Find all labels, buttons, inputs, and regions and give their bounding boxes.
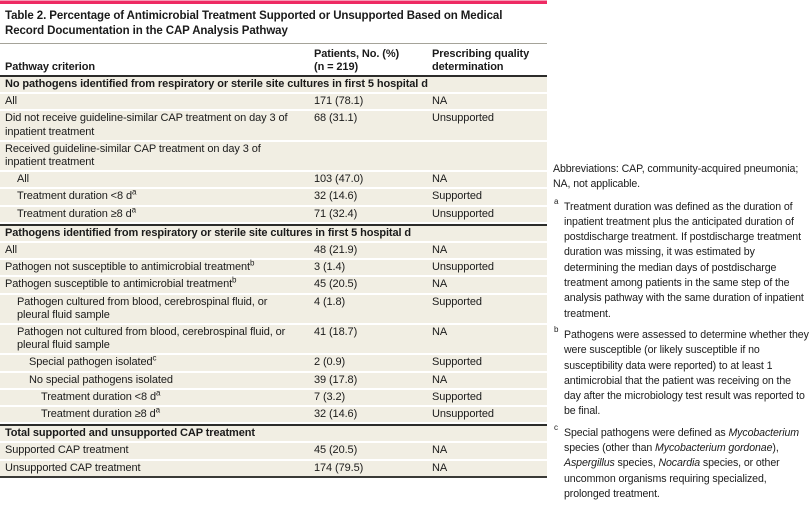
footnote-a: a Treatment duration was defined as the d… <box>554 196 804 320</box>
table-row: Unsupported CAP treatment 174 (79.5) NA <box>0 460 547 476</box>
table-row: Did not receive guideline-similar CAP tr… <box>0 111 547 142</box>
row-label: No special pathogens isolated <box>29 373 173 386</box>
row-label: Treatment duration <8 da <box>41 388 161 403</box>
row-label: Pathogen susceptible to antimicrobial tr… <box>5 275 237 291</box>
row-label: Special pathogen isolatedc <box>29 353 157 369</box>
table-row: Treatment duration ≥8 da 71 (32.4) Unsuppo… <box>0 204 547 224</box>
row-label: All <box>5 95 17 108</box>
abbreviations-note: Abbreviations: CAP, community-acquired p… <box>553 163 799 191</box>
footnotes-panel: Abbreviations: CAP, community-acquired p… <box>553 162 810 508</box>
table-row: All 48 (21.9) NA <box>0 243 547 261</box>
row-label: Treatment duration ≥8 da <box>17 204 137 220</box>
row-label: Treatment duration ≥8 da <box>41 405 161 421</box>
column-header-quality-line2: determination <box>432 60 504 73</box>
table-row: Treatment duration ≥8 da 32 (14.6) Unsuppo… <box>0 405 547 425</box>
row-patients-value: 174 (79.5) <box>314 461 364 474</box>
row-patients-value: 103 (47.0) <box>314 173 364 186</box>
row-quality-value: NA <box>432 461 448 474</box>
row-quality-value: Unsupported <box>432 261 494 274</box>
row-label: Received guideline-similar CAP treatment… <box>5 142 261 169</box>
footnotes: a Treatment duration was defined as the d… <box>553 196 810 503</box>
row-patients-value: 48 (21.9) <box>314 244 358 257</box>
row-quality-value: Supported <box>432 356 482 369</box>
row-label: Pathogen not susceptible to antimicrobia… <box>5 258 255 274</box>
column-header-patients: Patients, No. (%) (n = 219) <box>314 48 432 73</box>
row-quality-value: NA <box>432 244 448 257</box>
table-row: Supported CAP treatment 45 (20.5) NA <box>0 443 547 461</box>
column-header-pathway-criterion: Pathway criterion <box>5 60 95 73</box>
row-patients-value: 171 (78.1) <box>314 95 364 108</box>
row-label: Pathogen not cultured from blood, cerebr… <box>17 326 286 352</box>
row-quality-value: NA <box>432 444 448 457</box>
table-row: No special pathogens isolated 39 (17.8) NA <box>0 372 547 390</box>
row-patients-value: 4 (1.8) <box>314 295 346 308</box>
row-patients-value: 45 (20.5) <box>314 444 358 457</box>
row-quality-value: Supported <box>432 390 482 403</box>
column-header-quality: Prescribing quality determination <box>432 48 547 73</box>
row-label: All <box>5 244 17 257</box>
row-patients-value: 41 (18.7) <box>314 326 358 339</box>
row-label: All <box>17 173 29 186</box>
row-label: Total supported and unsupported CAP trea… <box>5 427 255 440</box>
row-patients-value: 2 (0.9) <box>314 356 346 369</box>
table-row: Pathogen cultured from blood, cerebrospi… <box>0 294 547 326</box>
column-header-quality-line1: Prescribing quality <box>432 48 530 60</box>
table-row: Pathogen susceptible to antimicrobial tr… <box>0 275 547 295</box>
footnote-b: b Pathogens were assessed to determine wh… <box>554 324 809 418</box>
table-section-row: No pathogens identified from respiratory… <box>0 77 547 95</box>
row-patients-value: 3 (1.4) <box>314 261 346 274</box>
row-quality-value: Supported <box>432 190 482 203</box>
row-quality-value: Unsupported <box>432 112 494 125</box>
row-quality-value: NA <box>432 326 448 339</box>
row-quality-value: Supported <box>432 295 482 308</box>
row-quality-value: NA <box>432 173 448 186</box>
row-label: Supported CAP treatment <box>5 444 129 457</box>
table-accent-bar <box>0 0 547 4</box>
table-row: All 103 (47.0) NA <box>0 172 547 190</box>
row-patients-value: 7 (3.2) <box>314 390 346 403</box>
row-quality-value: NA <box>432 373 448 386</box>
table-row: Received guideline-similar CAP treatment… <box>0 141 547 173</box>
table-row: Treatment duration <8 da 32 (14.6) Support… <box>0 187 547 207</box>
row-patients-value: 45 (20.5) <box>314 278 358 291</box>
row-label: Treatment duration <8 da <box>17 187 137 203</box>
table-row: Treatment duration <8 da 7 (3.2) Supported <box>0 388 547 408</box>
row-patients-value: 32 (14.6) <box>314 190 358 203</box>
row-quality-value: Unsupported <box>432 207 494 220</box>
footnote-c: c Special pathogens were defined as Mycob… <box>554 422 799 500</box>
row-label: No pathogens identified from respiratory… <box>5 78 428 90</box>
table-body: No pathogens identified from respiratory… <box>0 77 547 478</box>
table-row: Pathogen not cultured from blood, cerebr… <box>0 325 547 356</box>
table-panel: Table 2. Percentage of Antimicrobial Tre… <box>0 0 547 478</box>
table-header-row: Pathway criterion Patients, No. (%) (n =… <box>0 44 547 77</box>
table-section-row: Total supported and unsupported CAP trea… <box>0 424 547 444</box>
table-row: All 171 (78.1) NA <box>0 94 547 112</box>
row-label: Did not receive guideline-similar CAP tr… <box>5 112 288 138</box>
row-quality-value: Unsupported <box>432 408 494 421</box>
row-patients-value: 71 (32.4) <box>314 207 358 220</box>
row-patients-value: 68 (31.1) <box>314 112 358 125</box>
row-label: Unsupported CAP treatment <box>5 461 141 474</box>
row-quality-value: NA <box>432 278 448 291</box>
column-header-patients-line1: Patients, No. (%) <box>314 48 400 60</box>
table-section-row: Pathogens identified from respiratory or… <box>0 223 547 244</box>
row-patients-value: 39 (17.8) <box>314 373 358 386</box>
column-header-patients-line2: (n = 219) <box>314 60 359 73</box>
row-quality-value: NA <box>432 95 448 108</box>
table-row: Special pathogen isolatedc 2 (0.9) Support… <box>0 353 547 373</box>
row-label: Pathogens identified from respiratory or… <box>5 226 412 239</box>
table-row: Pathogen not susceptible to antimicrobia… <box>0 258 547 278</box>
table-title: Table 2. Percentage of Antimicrobial Tre… <box>0 4 547 44</box>
row-patients-value: 32 (14.6) <box>314 408 358 421</box>
row-label: Pathogen cultured from blood, cerebrospi… <box>17 295 268 321</box>
